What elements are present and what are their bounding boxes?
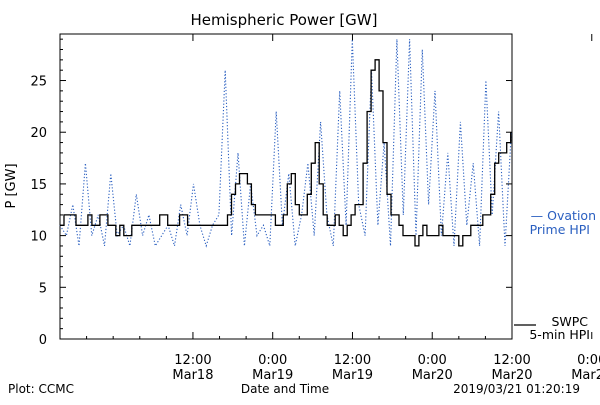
x-axis: 12:00Mar180:00Mar1912:00Mar190:00Mar2012… bbox=[86, 34, 600, 383]
timestamp: 2019/03/21 01:20:19 bbox=[453, 382, 580, 396]
x-tick-label-time: 0:00 bbox=[418, 353, 447, 368]
y-tick-label: 25 bbox=[30, 75, 47, 90]
x-axis-label: Date and Time bbox=[241, 382, 329, 396]
x-tick-label-date: Mar21 bbox=[571, 368, 600, 383]
legend-swpc-line1: SWPC bbox=[551, 314, 588, 329]
x-tick-label-date: Mar20 bbox=[412, 368, 453, 383]
x-tick-label-time: 12:00 bbox=[493, 353, 530, 368]
legend-ovation-line1: — Ovation bbox=[531, 208, 596, 223]
series-line-ovation-prime bbox=[59, 39, 512, 248]
plot-credit: Plot: CCMC bbox=[8, 382, 74, 396]
legend-swpc: SWPC 5-min HPI bbox=[514, 314, 590, 342]
series-line-swpc bbox=[60, 59, 512, 247]
series-layer bbox=[59, 39, 512, 248]
y-tick-label: 0 bbox=[39, 333, 47, 348]
x-tick-label-date: Mar20 bbox=[491, 368, 532, 383]
legend-ovation: — Ovation Prime HPI bbox=[530, 208, 596, 237]
x-tick-label-time: 0:00 bbox=[577, 353, 600, 368]
plot-frame bbox=[59, 33, 513, 340]
x-tick-label-date: Mar18 bbox=[172, 368, 213, 383]
y-tick-label: 15 bbox=[30, 178, 47, 193]
x-tick-label-time: 12:00 bbox=[334, 353, 371, 368]
y-tick-label: 5 bbox=[39, 281, 47, 296]
x-tick-label-date: Mar19 bbox=[252, 368, 293, 383]
y-tick-label: 20 bbox=[30, 126, 47, 141]
chart-title: Hemispheric Power [GW] bbox=[191, 11, 378, 29]
x-tick-label-time: 12:00 bbox=[174, 353, 211, 368]
x-tick-label-time: 0:00 bbox=[258, 353, 287, 368]
y-axis-label: P [GW] bbox=[4, 163, 19, 208]
x-tick-label-date: Mar19 bbox=[332, 368, 373, 383]
y-axis: 0 5 10 15 20 25 bbox=[30, 38, 512, 348]
legend-ovation-line2: Prime HPI bbox=[530, 222, 590, 237]
y-tick-label: 10 bbox=[30, 230, 47, 245]
legend-swpc-line2: 5-min HPI bbox=[529, 327, 590, 342]
